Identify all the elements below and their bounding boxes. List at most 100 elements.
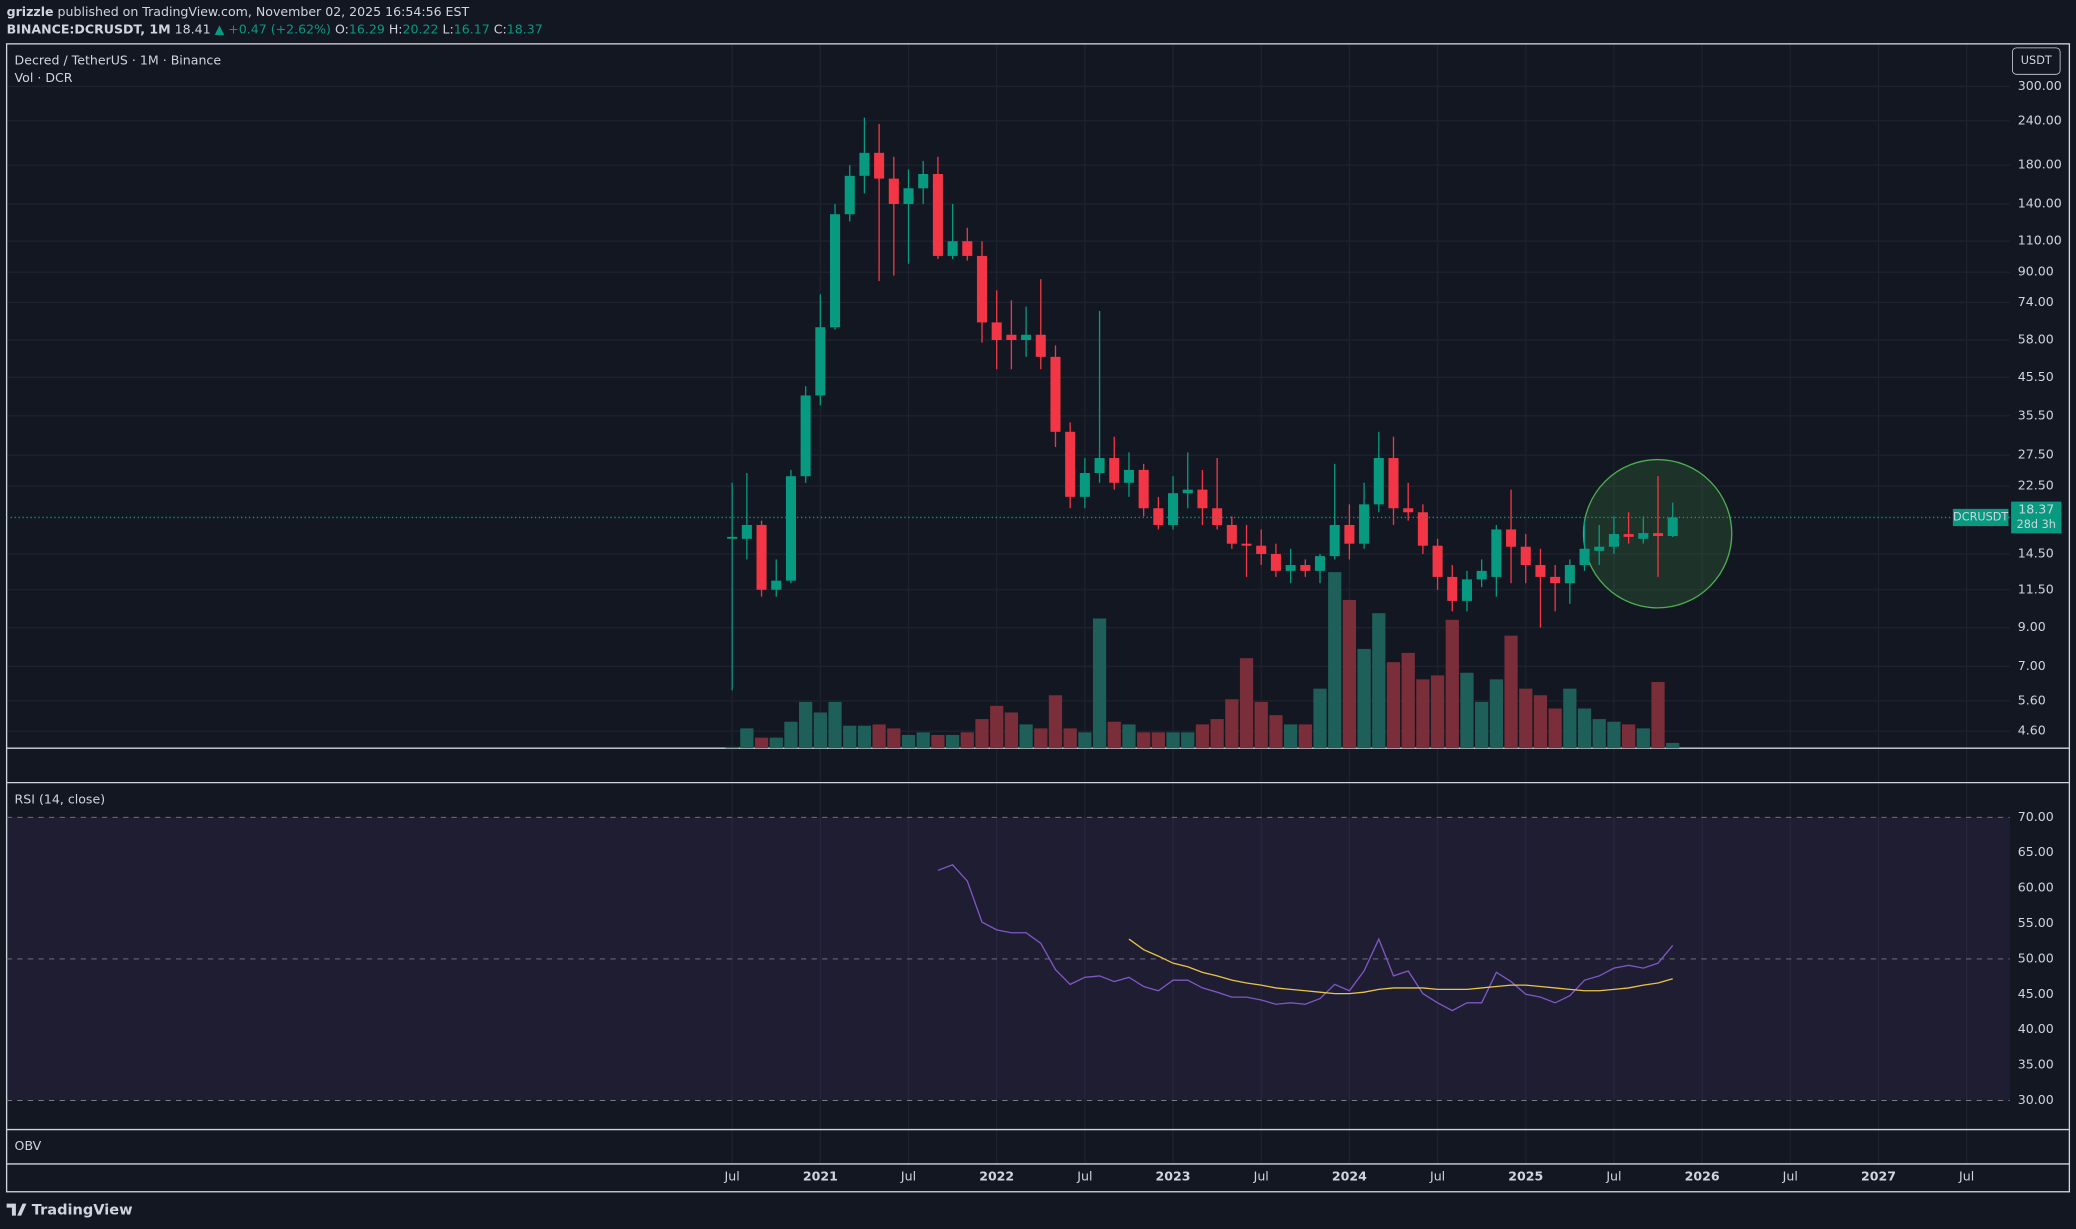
ohlc-key: O: <box>335 21 349 36</box>
candle-body <box>991 322 1002 340</box>
candle-body <box>756 524 767 590</box>
candle-body <box>1182 489 1193 494</box>
volume-bar <box>1195 724 1210 749</box>
y-tick-label: 35.50 <box>2018 407 2054 422</box>
x-tick-label: 2026 <box>1685 1169 1720 1184</box>
volume-bar <box>813 712 827 749</box>
candle-body <box>918 174 929 189</box>
volume-bar <box>1298 724 1312 749</box>
volume-bar <box>931 734 945 749</box>
y-tick-label: 300.00 <box>2018 78 2062 93</box>
ohlc-key: C: <box>494 21 507 36</box>
candle-body <box>1197 489 1208 509</box>
ohlc-value: 16.17 <box>454 21 490 36</box>
volume-bar <box>1475 701 1489 749</box>
candle-body <box>1652 533 1664 537</box>
volume-bar <box>799 701 813 749</box>
x-tick-label: 2023 <box>1156 1169 1191 1184</box>
candle-body <box>962 241 973 256</box>
candle-body <box>1050 356 1061 432</box>
candle-body <box>1329 524 1340 557</box>
ohlc-key: L: <box>443 21 454 36</box>
grid-layer <box>6 43 2010 1164</box>
candle-body <box>1667 517 1678 537</box>
y-tick-label: 110.00 <box>2018 233 2062 248</box>
symbol-label: DCRUSDT <box>1953 510 2008 523</box>
currency-label: USDT <box>2021 54 2052 67</box>
y-tick-label: 180.00 <box>2018 157 2062 172</box>
volume-bar <box>1254 701 1268 749</box>
candle-body <box>1476 570 1487 580</box>
candle-body <box>1314 556 1326 571</box>
volume-bar <box>1166 732 1180 749</box>
countdown-label: 28d 3h <box>2017 518 2056 531</box>
brand-logo: TradingView <box>6 1201 133 1218</box>
x-tick-label: 2025 <box>1508 1169 1543 1184</box>
candle-body <box>1285 565 1296 571</box>
volume-bar <box>1357 648 1371 749</box>
candle-body <box>1344 524 1355 544</box>
volume-bar <box>1592 719 1606 749</box>
volume-bar <box>1137 732 1151 749</box>
volume-bar <box>872 724 886 749</box>
candle-body <box>1035 334 1046 357</box>
y-tick-label: 40.00 <box>2018 1021 2054 1036</box>
volume-bar <box>1636 728 1650 749</box>
candle-body <box>1638 533 1649 539</box>
volume-bar <box>1313 688 1327 749</box>
volume-bar <box>960 732 974 749</box>
volume-bar <box>975 719 989 749</box>
volume-bar <box>769 737 783 749</box>
volume-bar <box>1225 699 1239 749</box>
pane-title: OBV <box>15 1138 42 1153</box>
candle-body <box>844 175 855 215</box>
volume-bar <box>901 734 916 749</box>
y-tick-label: 50.00 <box>2018 950 2054 965</box>
candle-body <box>1021 334 1032 340</box>
price-badge <box>2011 501 2062 534</box>
volume-bar <box>1489 679 1503 749</box>
y-tick-label: 9.00 <box>2018 619 2046 634</box>
candle-body <box>1373 458 1384 505</box>
volume-bar <box>1328 572 1342 749</box>
x-tick-label: 2027 <box>1861 1169 1896 1184</box>
x-tick-label: Jul <box>724 1169 740 1184</box>
x-tick-label: Jul <box>1253 1169 1269 1184</box>
currency-button[interactable] <box>2012 47 2061 75</box>
volume-bar <box>1048 695 1063 749</box>
volume-bar <box>990 705 1004 749</box>
candle-body <box>1550 576 1561 584</box>
last: 18.41 <box>175 21 211 36</box>
rsi-line <box>1128 938 1673 995</box>
y-tick-label: 74.00 <box>2018 294 2054 309</box>
volume-bar <box>1063 728 1077 749</box>
y-tick-label: 140.00 <box>2018 195 2062 210</box>
volume-bar <box>740 728 754 749</box>
volume-bar <box>1401 652 1415 749</box>
volume-bar <box>1019 724 1033 749</box>
x-tick-label: 2024 <box>1332 1169 1367 1184</box>
x-tick-label: 2021 <box>803 1169 838 1184</box>
candle-body <box>1594 546 1605 551</box>
volume-bar <box>754 737 769 749</box>
candle-body <box>1564 565 1575 584</box>
volume-bar <box>1372 613 1386 749</box>
candle-body <box>1006 334 1017 340</box>
author: grizzle <box>7 4 54 19</box>
volume-bar <box>1504 635 1518 749</box>
volume-bar <box>1430 675 1445 749</box>
volume-bar <box>1151 732 1165 749</box>
y-tick-label: 7.00 <box>2018 658 2046 673</box>
candle-body <box>1491 529 1502 577</box>
volume-bar <box>1445 619 1459 749</box>
candle-body <box>1623 534 1634 537</box>
volume-bar <box>1210 719 1224 749</box>
volume-bar <box>1651 682 1665 749</box>
volume-bar <box>725 746 739 749</box>
volume-bar <box>1386 662 1401 749</box>
logo-mark <box>6 1203 27 1216</box>
volume-bar <box>1622 724 1636 749</box>
volume-bar <box>1181 732 1195 749</box>
y-tick-label: 5.60 <box>2018 692 2046 707</box>
